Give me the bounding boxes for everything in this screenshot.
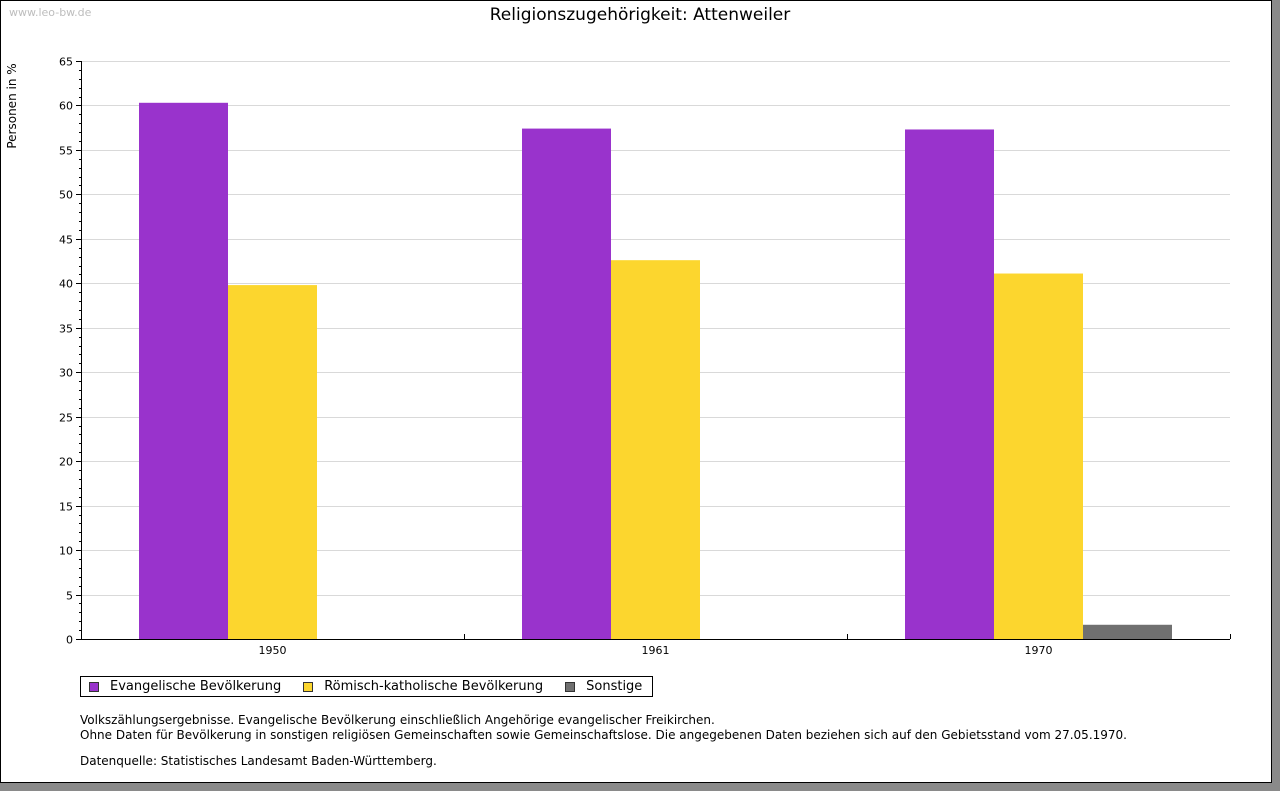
y-tick-label: 45 — [59, 234, 73, 247]
legend-swatch — [89, 681, 99, 692]
data-source: Datenquelle: Statistisches Landesamt Bad… — [80, 754, 437, 768]
y-tick-label: 15 — [59, 501, 73, 514]
y-tick-label: 5 — [66, 590, 73, 603]
x-tick-label: 1950 — [259, 644, 287, 657]
note-line-1: Volkszählungsergebnisse. Evangelische Be… — [80, 713, 715, 727]
legend-item-katholisch: Römisch-katholische Bevölkerung — [303, 679, 543, 694]
y-tick-label: 50 — [59, 189, 73, 202]
tick-labels: 0 5 10 15 20 25 30 35 40 45 50 55 60 65 1950 1961 1970 — [59, 56, 1053, 658]
y-tick-label: 10 — [59, 545, 73, 558]
legend-label: Evangelische Bevölkerung — [110, 679, 282, 694]
legend-label: Römisch-katholische Bevölkerung — [324, 679, 544, 694]
legend-item-evangelisch: Evangelische Bevölkerung — [89, 679, 281, 694]
axes — [76, 61, 1231, 640]
y-tick-label: 30 — [59, 367, 73, 380]
bar-1961-1 — [522, 128, 611, 639]
bar-1950-2 — [228, 285, 317, 639]
y-tick-label: 40 — [59, 278, 73, 291]
bars — [139, 102, 1172, 640]
chart-title: Religionszugehörigkeit: Attenweiler — [490, 5, 791, 25]
bar-1970-3 — [1083, 624, 1172, 639]
note-line-2: Ohne Daten für Bevölkerung in sonstigen … — [80, 728, 1127, 742]
legend-swatch — [303, 681, 314, 692]
x-tick-label: 1961 — [642, 644, 670, 657]
bar-1970-2 — [994, 273, 1083, 639]
footnotes: Volkszählungsergebnisse. Evangelische Be… — [80, 713, 1127, 769]
y-tick-label: 55 — [59, 145, 73, 158]
y-axis-label: Personen in % — [5, 63, 19, 148]
legend-swatch — [565, 681, 576, 692]
y-tick-label: 25 — [59, 412, 73, 425]
legend-item-sonstige: Sonstige — [565, 679, 642, 694]
y-tick-label: 65 — [59, 56, 73, 69]
bar-chart: Religionszugehörigkeit: Attenweiler Pers… — [5, 5, 1231, 658]
legend-label: Sonstige — [586, 679, 643, 694]
x-tick-label: 1970 — [1025, 644, 1053, 657]
y-tick-label: 35 — [59, 323, 73, 336]
y-tick-label: 60 — [59, 100, 73, 113]
bar-1950-1 — [139, 102, 228, 640]
watermark: www.leo-bw.de — [9, 6, 92, 19]
legend: Evangelische Bevölkerung Römisch-katholi… — [80, 676, 654, 697]
y-tick-label: 20 — [59, 456, 73, 469]
bar-1961-2 — [611, 260, 700, 639]
y-tick-label: 0 — [66, 634, 73, 647]
bar-1970-1 — [905, 129, 994, 639]
